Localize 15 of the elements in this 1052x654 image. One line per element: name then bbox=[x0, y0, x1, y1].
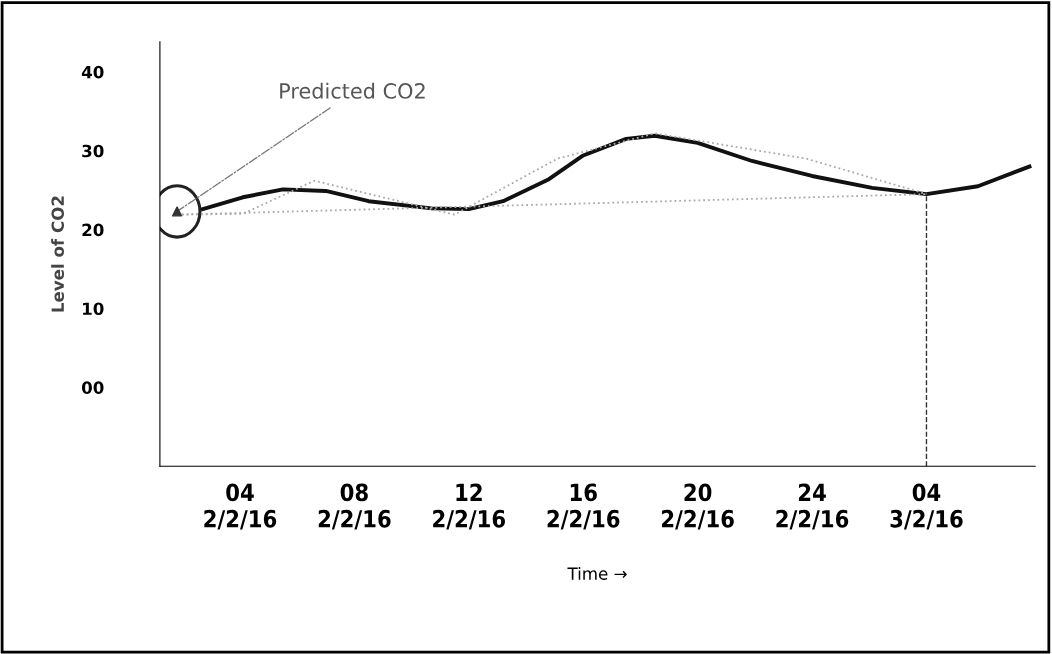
x-axis-title: Time → bbox=[567, 566, 627, 580]
y-tick-label: 00 bbox=[81, 381, 104, 394]
x-tick-label: 08 2/2/16 bbox=[318, 483, 391, 530]
x-tick-label: 04 2/2/16 bbox=[204, 483, 277, 530]
y-axis-title: Level of CO2 bbox=[51, 196, 65, 312]
x-tick-label: 24 2/2/16 bbox=[776, 483, 849, 530]
annotation: Predicted CO2 bbox=[280, 82, 425, 99]
y-tick-label: 10 bbox=[83, 302, 104, 316]
x-tick-label: 04 3/2/16 bbox=[890, 483, 963, 530]
y-tick-label: 30 bbox=[82, 144, 104, 158]
x-tick-label: 20 2/2/16 bbox=[662, 483, 734, 530]
x-tick-label: 12 2/2/16 bbox=[433, 483, 506, 530]
y-tick-label: 20 bbox=[82, 223, 104, 237]
x-tick-label: 16 2/2/16 bbox=[547, 483, 620, 530]
y-tick-label: 40 bbox=[81, 65, 104, 79]
